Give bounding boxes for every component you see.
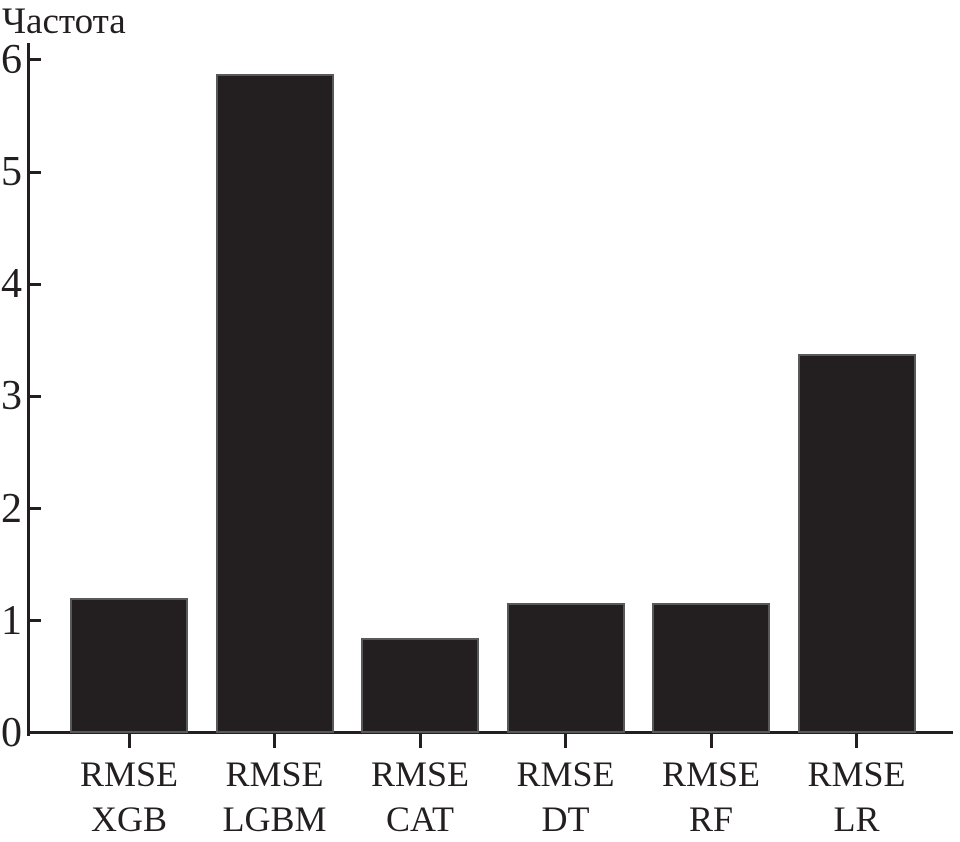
y-tick-label: 4 bbox=[1, 261, 22, 308]
y-tick bbox=[27, 170, 41, 174]
x-label-rmse-cat: RMSE CAT bbox=[370, 754, 470, 839]
y-tick bbox=[27, 58, 41, 62]
x-tick bbox=[564, 734, 567, 748]
bar-rmse-rf bbox=[652, 602, 770, 733]
bar-rmse-cat bbox=[361, 637, 479, 733]
y-tick-label: 5 bbox=[1, 149, 22, 195]
y-tick-label: 6 bbox=[1, 36, 22, 83]
y-tick bbox=[27, 394, 41, 398]
bar-rmse-lr bbox=[797, 353, 916, 733]
y-tick-label: 3 bbox=[1, 373, 22, 420]
bar-rmse-dt bbox=[506, 602, 625, 733]
x-label-rmse-xgb: RMSE XGB bbox=[79, 754, 179, 839]
y-tick-label: 0 bbox=[1, 710, 22, 756]
x-tick bbox=[273, 734, 276, 748]
y-axis-line bbox=[27, 43, 30, 736]
x-label-rmse-dt: RMSE DT bbox=[516, 754, 615, 839]
x-label-rmse-lgbm: RMSE LGBM bbox=[222, 754, 327, 839]
y-tick bbox=[27, 282, 41, 286]
y-tick bbox=[27, 507, 41, 511]
y-tick bbox=[27, 619, 41, 623]
x-tick bbox=[855, 734, 858, 748]
x-tick bbox=[127, 734, 131, 748]
y-tick-label: 2 bbox=[1, 485, 22, 532]
x-axis-line bbox=[27, 731, 953, 734]
y-axis-title: Частота bbox=[2, 1, 126, 42]
x-tick bbox=[418, 734, 422, 748]
x-label-rmse-rf: RMSE RF bbox=[661, 754, 761, 839]
x-tick bbox=[709, 734, 713, 748]
x-label-rmse-lr: RMSE LR bbox=[807, 754, 906, 839]
bar-rmse-xgb bbox=[70, 598, 188, 733]
y-tick-label: 1 bbox=[1, 597, 22, 644]
bar-rmse-lgbm bbox=[215, 74, 334, 733]
